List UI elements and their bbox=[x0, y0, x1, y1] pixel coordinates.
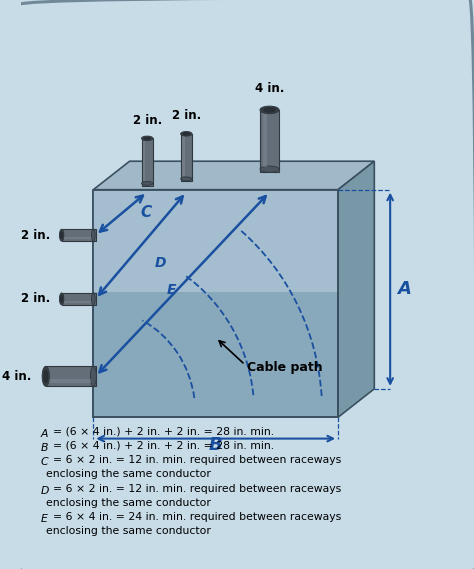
Ellipse shape bbox=[181, 131, 192, 136]
Ellipse shape bbox=[60, 231, 63, 240]
Text: $\it{D}$: $\it{D}$ bbox=[40, 484, 50, 496]
Text: 2 in.: 2 in. bbox=[21, 229, 50, 242]
Ellipse shape bbox=[91, 229, 95, 241]
Ellipse shape bbox=[142, 136, 153, 141]
Text: $\it{B}$: $\it{B}$ bbox=[40, 441, 49, 453]
Text: 4 in.: 4 in. bbox=[2, 370, 31, 383]
Bar bbox=[263, 112, 267, 167]
Bar bbox=[142, 138, 153, 186]
Text: $\it{A}$: $\it{A}$ bbox=[40, 427, 49, 439]
Text: B: B bbox=[209, 436, 223, 455]
Bar bbox=[181, 134, 192, 182]
Text: E: E bbox=[167, 283, 176, 298]
Ellipse shape bbox=[43, 369, 48, 384]
Text: Cable path: Cable path bbox=[247, 361, 323, 374]
Text: = (6 × 4 in.) + 2 in. + 2 in. = 28 in. min.: = (6 × 4 in.) + 2 in. + 2 in. = 28 in. m… bbox=[53, 441, 273, 451]
Bar bbox=[182, 136, 185, 176]
Ellipse shape bbox=[59, 293, 64, 305]
Text: 2 in.: 2 in. bbox=[21, 292, 50, 306]
Ellipse shape bbox=[60, 295, 63, 303]
Ellipse shape bbox=[264, 107, 276, 113]
Text: C: C bbox=[140, 205, 152, 220]
Ellipse shape bbox=[144, 137, 151, 140]
Text: 2 in.: 2 in. bbox=[133, 114, 162, 127]
Polygon shape bbox=[93, 189, 338, 292]
Ellipse shape bbox=[42, 366, 49, 386]
Text: $\it{C}$: $\it{C}$ bbox=[40, 455, 49, 467]
Ellipse shape bbox=[142, 182, 153, 185]
Text: A: A bbox=[397, 281, 411, 298]
Text: 2 in.: 2 in. bbox=[172, 109, 201, 122]
Ellipse shape bbox=[91, 293, 95, 305]
Text: = 6 × 2 in. = 12 in. min. required between raceways: = 6 × 2 in. = 12 in. min. required betwe… bbox=[53, 484, 341, 494]
Text: 4 in.: 4 in. bbox=[255, 83, 284, 95]
Ellipse shape bbox=[91, 366, 96, 386]
Bar bbox=[62, 229, 96, 241]
Text: enclosing the same conductor: enclosing the same conductor bbox=[46, 526, 210, 537]
Polygon shape bbox=[93, 189, 338, 417]
Bar bbox=[143, 141, 146, 181]
Text: = 6 × 4 in. = 24 in. min. required between raceways: = 6 × 4 in. = 24 in. min. required betwe… bbox=[53, 512, 341, 522]
Ellipse shape bbox=[260, 166, 279, 172]
Ellipse shape bbox=[260, 106, 279, 114]
Text: D: D bbox=[155, 256, 166, 270]
Polygon shape bbox=[338, 161, 374, 417]
Bar bbox=[64, 237, 91, 240]
Bar bbox=[46, 366, 96, 386]
Ellipse shape bbox=[182, 132, 190, 135]
Text: enclosing the same conductor: enclosing the same conductor bbox=[46, 498, 210, 508]
Polygon shape bbox=[93, 161, 374, 189]
Bar bbox=[260, 110, 279, 172]
Text: enclosing the same conductor: enclosing the same conductor bbox=[46, 469, 210, 480]
Bar bbox=[48, 380, 91, 384]
Bar bbox=[62, 293, 96, 305]
Text: $\it{E}$: $\it{E}$ bbox=[40, 512, 49, 524]
Text: = 6 × 2 in. = 12 in. min. required between raceways: = 6 × 2 in. = 12 in. min. required betwe… bbox=[53, 455, 341, 465]
Bar bbox=[64, 300, 91, 303]
Ellipse shape bbox=[181, 177, 192, 181]
Ellipse shape bbox=[59, 229, 64, 241]
Text: = (6 × 4 in.) + 2 in. + 2 in. = 28 in. min.: = (6 × 4 in.) + 2 in. + 2 in. = 28 in. m… bbox=[53, 427, 273, 437]
